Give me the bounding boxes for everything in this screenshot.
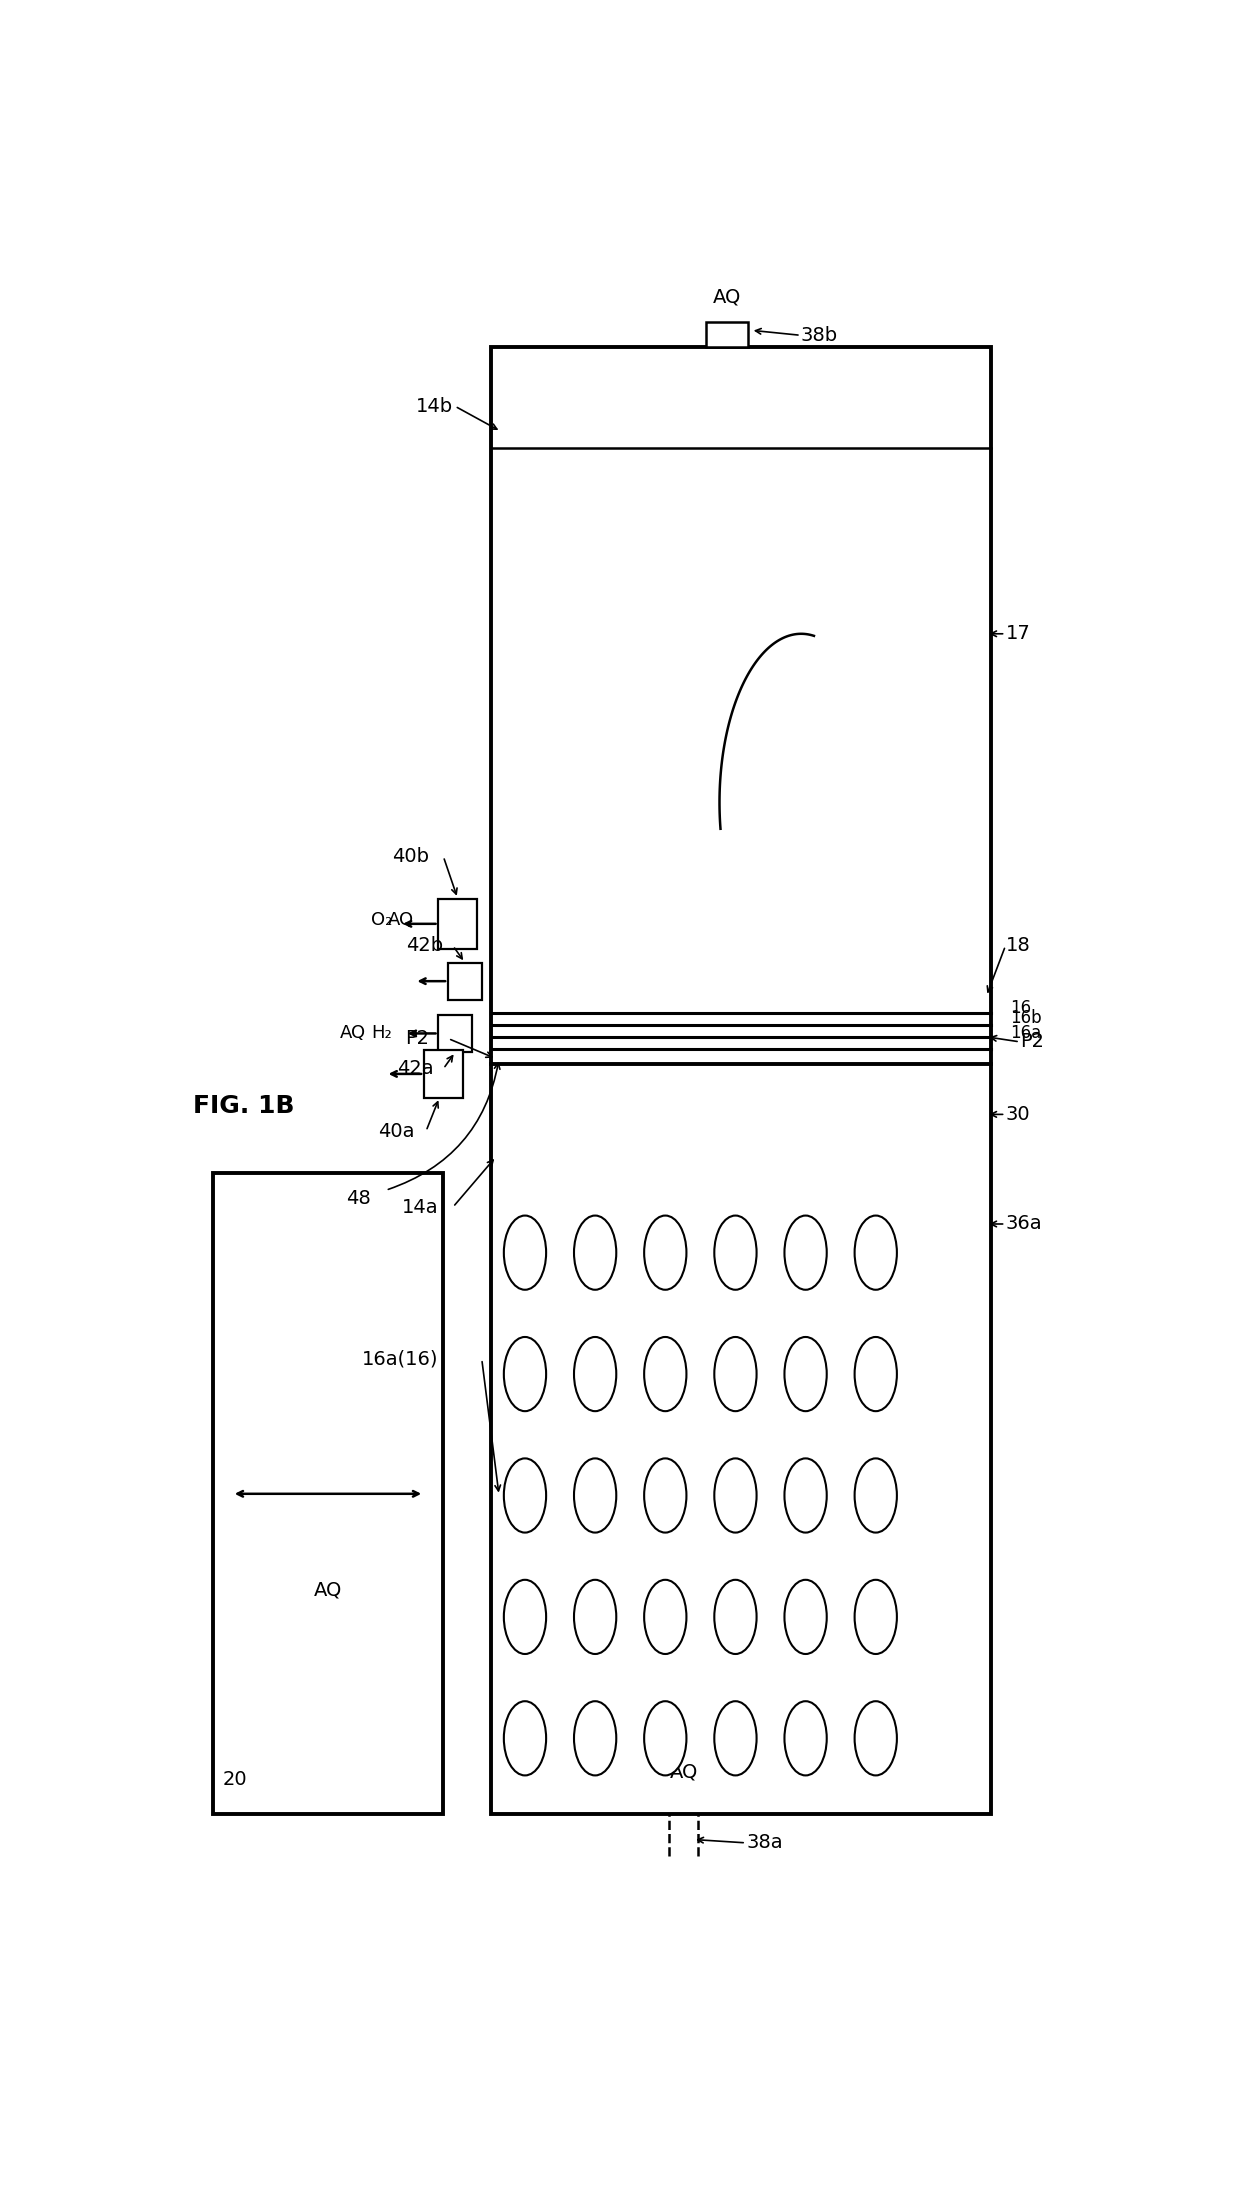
Circle shape <box>854 1459 897 1533</box>
Circle shape <box>785 1459 827 1533</box>
Circle shape <box>644 1579 687 1653</box>
Text: P2: P2 <box>405 1029 429 1049</box>
Circle shape <box>503 1702 546 1776</box>
Circle shape <box>574 1336 616 1410</box>
Text: 16a(16): 16a(16) <box>362 1349 439 1369</box>
Text: O₂: O₂ <box>371 911 392 929</box>
Text: AQ: AQ <box>314 1581 342 1599</box>
Text: AQ: AQ <box>670 1763 698 1780</box>
Text: P2: P2 <box>1019 1031 1044 1051</box>
Circle shape <box>714 1702 756 1776</box>
Text: 36a: 36a <box>1006 1215 1042 1233</box>
Bar <box>213 1174 444 1813</box>
Circle shape <box>714 1579 756 1653</box>
Circle shape <box>644 1702 687 1776</box>
Text: 18: 18 <box>1006 937 1030 955</box>
Circle shape <box>854 1336 897 1410</box>
Circle shape <box>644 1215 687 1290</box>
Text: 42b: 42b <box>407 937 444 955</box>
Bar <box>448 964 481 999</box>
Bar <box>439 898 477 948</box>
Circle shape <box>854 1579 897 1653</box>
Circle shape <box>714 1215 756 1290</box>
Circle shape <box>574 1459 616 1533</box>
Bar <box>439 1014 472 1051</box>
Bar <box>706 322 748 346</box>
Text: 38a: 38a <box>746 1833 782 1853</box>
Circle shape <box>714 1336 756 1410</box>
Text: 16b: 16b <box>1011 1010 1042 1027</box>
Circle shape <box>574 1579 616 1653</box>
Circle shape <box>503 1459 546 1533</box>
Circle shape <box>574 1215 616 1290</box>
Text: 38b: 38b <box>801 326 838 344</box>
Text: AQ: AQ <box>340 1025 367 1042</box>
Text: 20: 20 <box>222 1770 247 1789</box>
Circle shape <box>644 1336 687 1410</box>
Text: 14a: 14a <box>402 1198 439 1218</box>
Circle shape <box>644 1459 687 1533</box>
Text: 16: 16 <box>1011 999 1032 1016</box>
Text: 42a: 42a <box>397 1060 434 1077</box>
Bar <box>491 346 991 1813</box>
Circle shape <box>714 1459 756 1533</box>
Text: 48: 48 <box>346 1189 371 1209</box>
Circle shape <box>503 1336 546 1410</box>
Circle shape <box>854 1702 897 1776</box>
Text: AQ: AQ <box>388 911 414 929</box>
Bar <box>424 1051 463 1097</box>
Text: 17: 17 <box>1006 624 1030 644</box>
Text: 40b: 40b <box>392 848 429 865</box>
Text: H₂: H₂ <box>372 1025 392 1042</box>
Circle shape <box>785 1215 827 1290</box>
Text: 30: 30 <box>1006 1106 1030 1123</box>
Text: FIG. 1B: FIG. 1B <box>193 1095 295 1117</box>
Circle shape <box>503 1215 546 1290</box>
Text: 40a: 40a <box>378 1121 414 1141</box>
Circle shape <box>574 1702 616 1776</box>
Circle shape <box>785 1702 827 1776</box>
Text: 14b: 14b <box>415 396 453 416</box>
Circle shape <box>785 1579 827 1653</box>
Circle shape <box>785 1336 827 1410</box>
Text: 16a: 16a <box>1011 1025 1042 1042</box>
Circle shape <box>503 1579 546 1653</box>
Text: AQ: AQ <box>713 287 742 307</box>
Circle shape <box>854 1215 897 1290</box>
